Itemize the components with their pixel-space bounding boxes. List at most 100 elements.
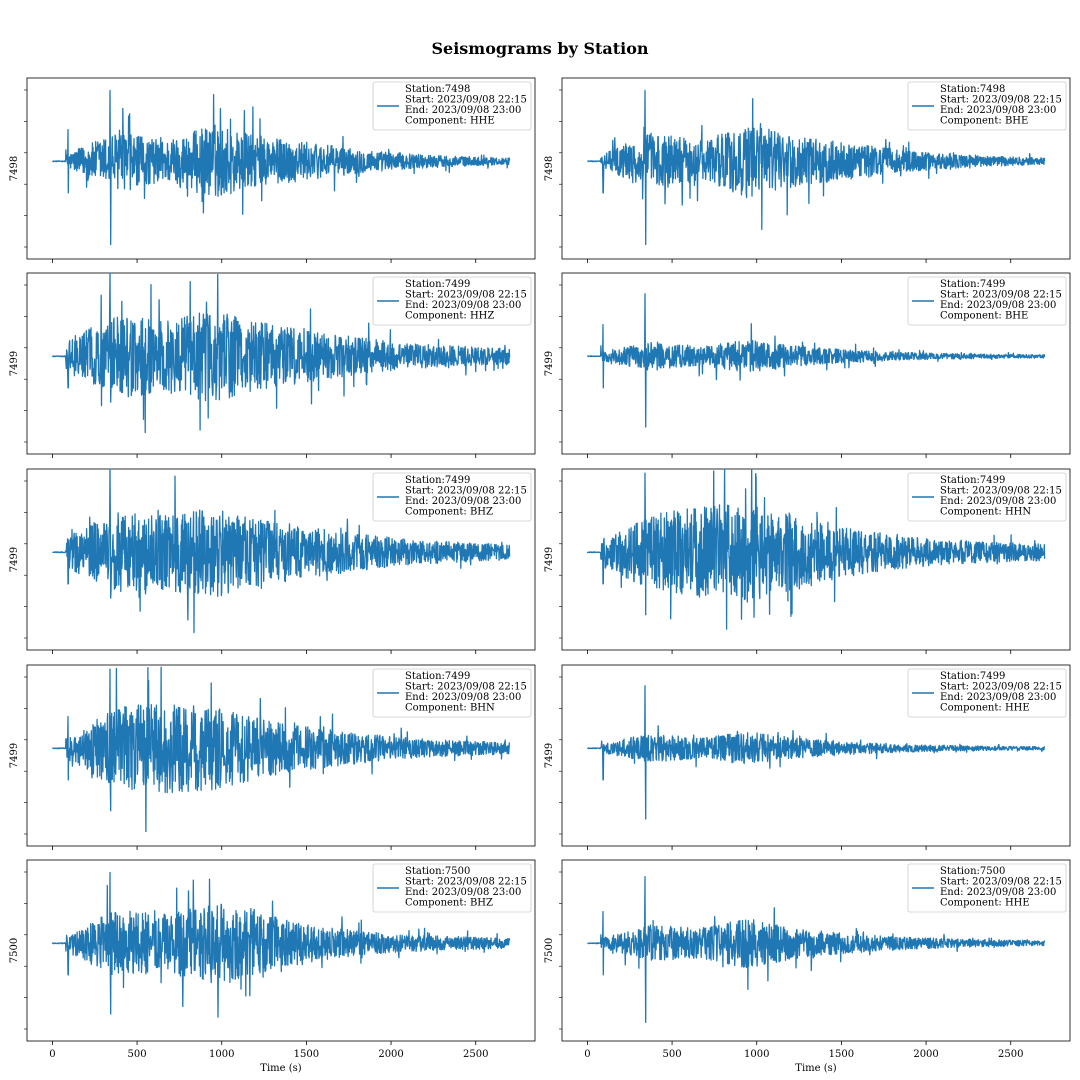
y-axis-label: 7500: [544, 938, 555, 963]
seismogram-trace: [51, 272, 511, 434]
seismogram-trace: [52, 89, 511, 246]
legend-line-2: Start: 2023/09/08 22:15: [940, 95, 1062, 106]
x-tick-label: 2500: [463, 1049, 488, 1060]
legend-line-4: Component: HHZ: [405, 311, 494, 322]
seismogram-trace: [51, 666, 511, 833]
seismogram-trace: [587, 876, 1046, 1024]
legend-line-3: End: 2023/09/08 23:00: [405, 300, 521, 311]
subplot-9: 0 500 1000 1500 2000 2500 7500 Time (s) Station:…: [9, 859, 536, 1074]
axes-frame: [26, 664, 536, 847]
legend-line-4: Component: BHE: [940, 311, 1028, 322]
legend-line-1: Station:7499: [405, 475, 470, 486]
legend-line-3: End: 2023/09/08 23:00: [405, 692, 521, 703]
x-tick-label: 1000: [744, 1049, 769, 1060]
x-tick-label: 2500: [998, 1049, 1023, 1060]
legend-box: [372, 472, 532, 522]
legend-line-3: End: 2023/09/08 23:00: [940, 887, 1056, 898]
axes-frame: [561, 664, 1071, 847]
y-axis-label: 7498: [9, 156, 20, 181]
figure-title: Seismograms by Station: [431, 39, 648, 58]
legend-line-2: Start: 2023/09/08 22:15: [940, 877, 1062, 888]
legend-box: [907, 472, 1067, 522]
legend-line-2: Start: 2023/09/08 22:15: [940, 290, 1062, 301]
legend-line-3: End: 2023/09/08 23:00: [405, 887, 521, 898]
legend-line-3: End: 2023/09/08 23:00: [940, 300, 1056, 311]
y-axis-label: 7499: [544, 547, 555, 572]
legend-box: [907, 81, 1067, 131]
legend-box: [907, 863, 1067, 913]
x-tick-label: 1500: [829, 1049, 854, 1060]
legend-line-1: Station:7499: [405, 279, 470, 290]
legend-box: [907, 276, 1067, 326]
y-axis-label: 7498: [544, 156, 555, 181]
y-axis-label: 7500: [9, 938, 20, 963]
legend-line-4: Component: HHE: [940, 703, 1030, 714]
subplot-10: 0 500 1000 1500 2000 2500 7500 Time (s) Station:…: [544, 859, 1071, 1074]
legend-box: [372, 668, 532, 718]
legend-line-1: Station:7500: [940, 866, 1005, 877]
legend-line-2: Start: 2023/09/08 22:15: [405, 486, 527, 497]
x-tick-label: 1500: [294, 1049, 319, 1060]
legend-line-1: Station:7499: [940, 475, 1005, 486]
x-tick-label: 2000: [378, 1049, 403, 1060]
legend-line-1: Station:7499: [940, 671, 1005, 682]
x-axis-label: Time (s): [260, 1063, 301, 1074]
legend-line-4: Component: BHZ: [405, 507, 493, 518]
x-tick-label: 0: [49, 1049, 55, 1060]
axes-frame: [26, 468, 536, 651]
legend-line-4: Component: HHN: [940, 507, 1031, 518]
legend-box: [372, 863, 532, 913]
x-tick-label: 500: [128, 1049, 147, 1060]
y-axis-label: 7499: [9, 351, 20, 376]
axes-frame: [561, 272, 1071, 455]
seismogram-trace: [587, 89, 1046, 246]
y-axis-label: 7499: [9, 547, 20, 572]
legend-line-4: Component: HHE: [940, 898, 1030, 909]
legend-line-2: Start: 2023/09/08 22:15: [405, 95, 527, 106]
legend-line-4: Component: BHZ: [405, 898, 493, 909]
legend-box: [372, 81, 532, 131]
axes-frame: [26, 77, 536, 260]
legend-line-4: Component: HHE: [405, 116, 495, 127]
legend-line-4: Component: BHE: [940, 116, 1028, 127]
legend-line-2: Start: 2023/09/08 22:15: [405, 290, 527, 301]
y-axis-label: 7499: [544, 351, 555, 376]
legend-line-3: End: 2023/09/08 23:00: [940, 496, 1056, 507]
legend-line-1: Station:7498: [405, 84, 470, 95]
seismogram-trace: [586, 293, 1046, 428]
legend-line-1: Station:7499: [405, 671, 470, 682]
seismogram-trace: [51, 871, 511, 1018]
x-tick-label: 0: [584, 1049, 590, 1060]
legend-line-1: Station:7498: [940, 84, 1005, 95]
legend-box: [907, 668, 1067, 718]
axes-frame: [561, 859, 1071, 1042]
y-axis-label: 7499: [544, 743, 555, 768]
seismogram-trace: [52, 468, 511, 634]
y-axis-label: 7499: [9, 743, 20, 768]
legend-line-3: End: 2023/09/08 23:00: [940, 105, 1056, 116]
seismogram-trace: [586, 685, 1045, 820]
seismogram-trace: [586, 468, 1046, 630]
axes-frame: [26, 859, 536, 1042]
legend-line-2: Start: 2023/09/08 22:15: [405, 877, 527, 888]
legend-line-2: Start: 2023/09/08 22:15: [405, 682, 527, 693]
